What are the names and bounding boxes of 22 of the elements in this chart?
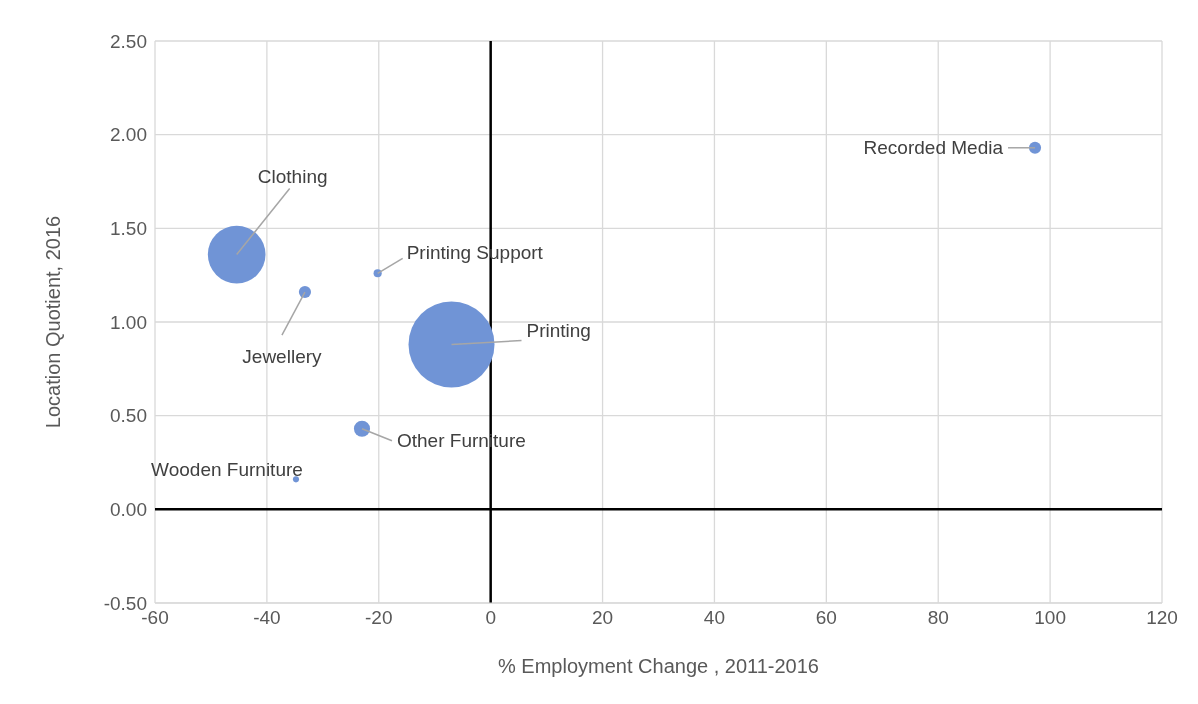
y-tick-label: 0.00 [110,499,147,521]
x-tick-label: -20 [365,607,393,629]
annotation: Recorded Media [863,137,1004,159]
annotation: Printing [526,319,591,341]
x-tick-label: 80 [927,607,949,629]
y-tick-label: 1.00 [110,311,147,333]
x-axis-title: % Employment Change , 2011-2016 [498,655,819,677]
y-tick-label: 0.50 [110,405,147,427]
x-tick-label: -40 [253,607,281,629]
x-tick-label: 0 [485,607,496,629]
annotation: Clothing [257,166,328,188]
y-tick-label: 2.00 [110,124,147,146]
y-tick-label: 1.50 [110,218,147,240]
annotation: Jewellery [242,345,323,367]
annotation: Wooden Furniture [151,458,303,480]
y-tick-label: 2.50 [110,30,147,52]
x-tick-label: 120 [1146,607,1178,629]
x-tick-label: 40 [703,607,726,629]
x-tick-label: 100 [1034,607,1066,629]
x-tick-label: 60 [815,607,837,629]
y-axis-title: Location Quotient, 2016 [42,215,65,429]
x-tick-label: 20 [591,607,614,629]
